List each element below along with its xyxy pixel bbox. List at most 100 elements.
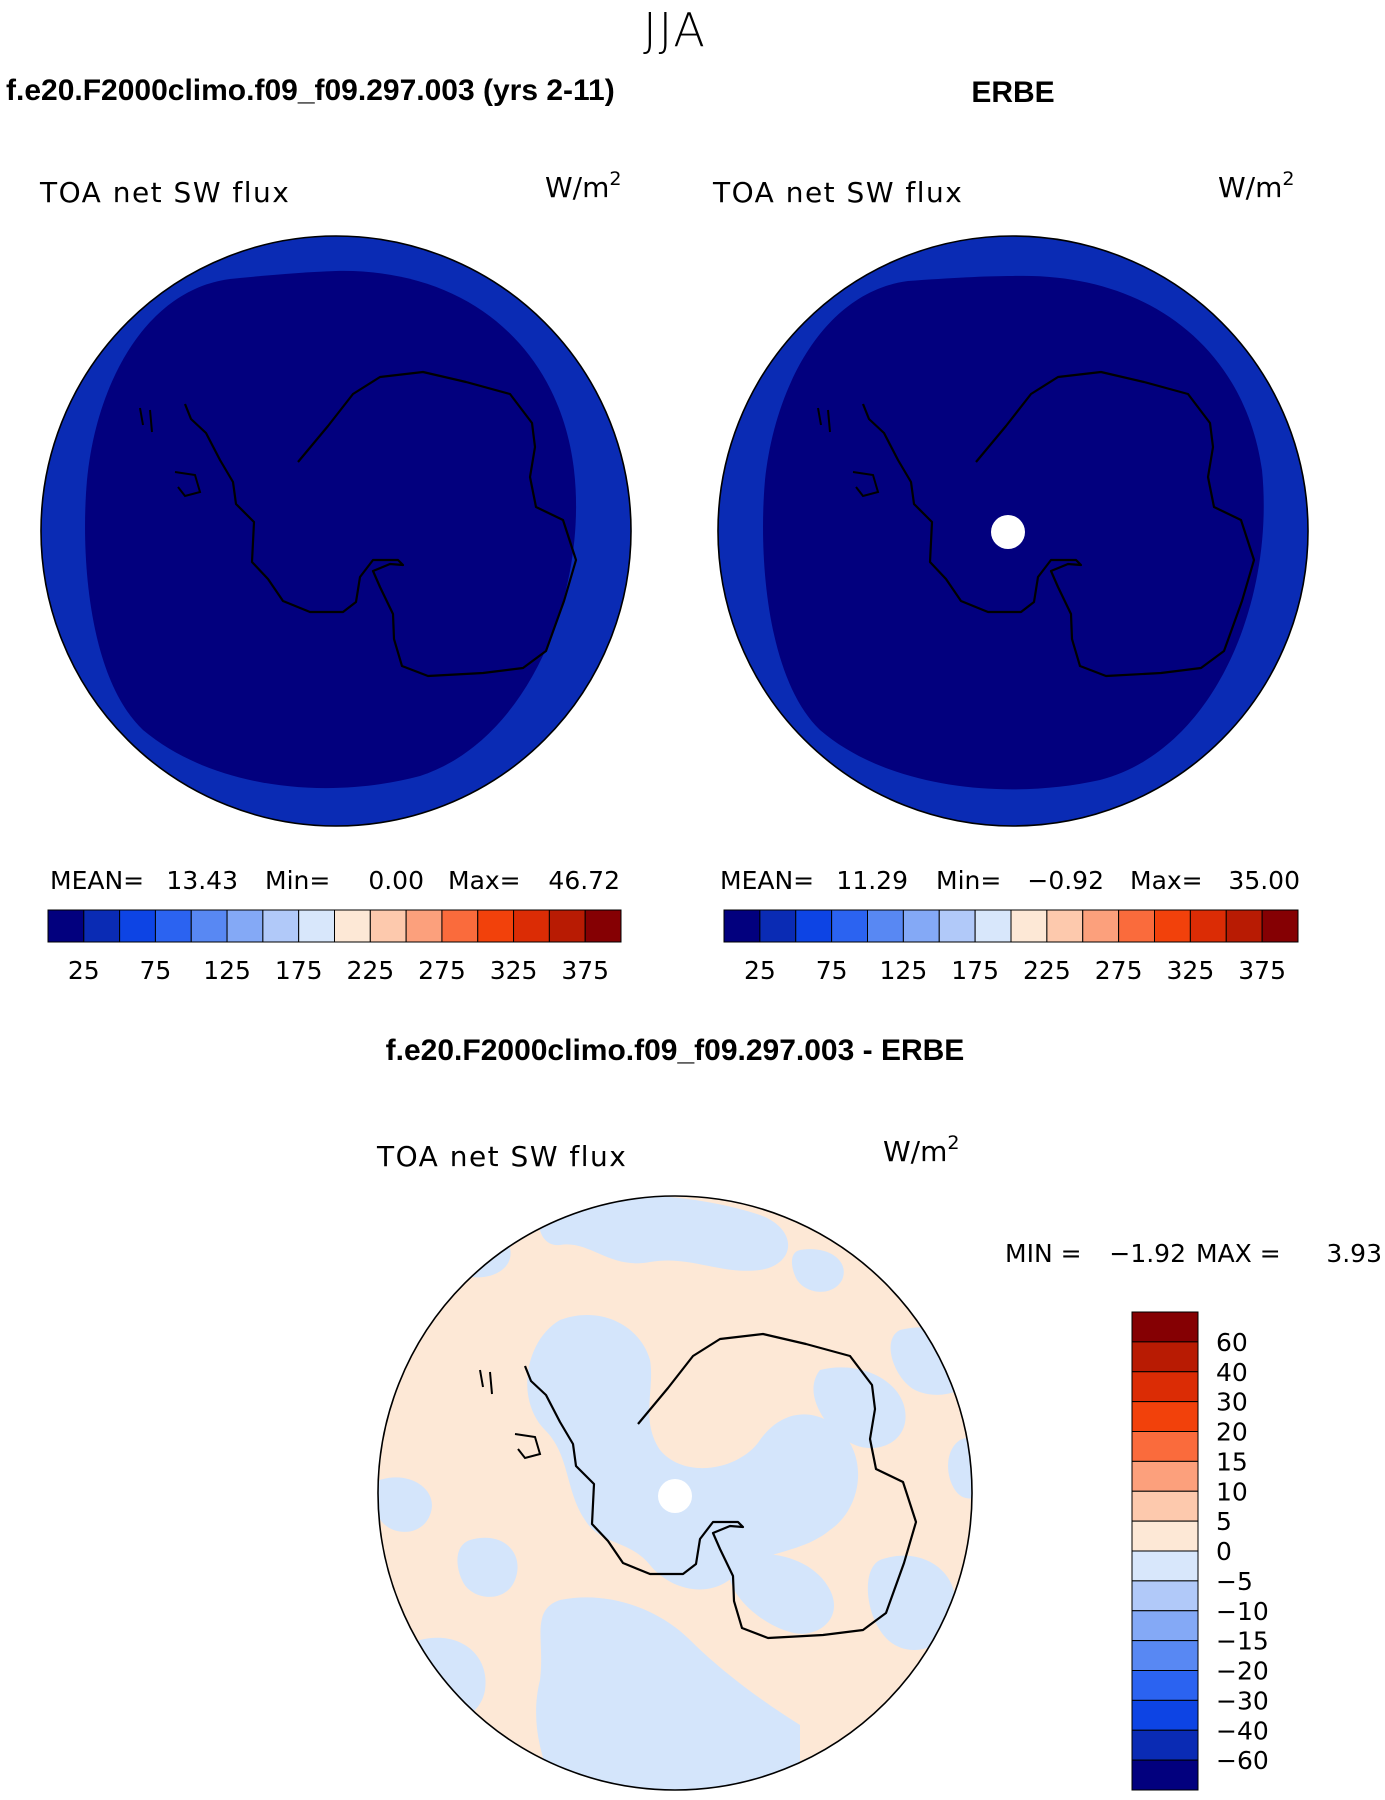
colorbar-label: 30 bbox=[1216, 1388, 1248, 1417]
colorbar-swatch bbox=[1131, 1640, 1199, 1671]
panel-diff-header: f.e20.F2000climo.f09_f09.297.003 - ERBE bbox=[386, 1034, 965, 1067]
max-label: Max= bbox=[1130, 866, 1203, 895]
units-label: W/m2 bbox=[883, 1132, 960, 1168]
mean-label: MEAN= bbox=[720, 866, 814, 895]
colorbar-label: −10 bbox=[1216, 1597, 1269, 1626]
colorbar-label: 25 bbox=[744, 956, 776, 985]
peninsula-islands bbox=[817, 407, 880, 498]
map-obs: TOA net SW flux W/m2 MEAN= 11.29 Min= −0… bbox=[712, 168, 1309, 985]
colorbar-label: 175 bbox=[951, 956, 999, 985]
mean-value: 11.29 bbox=[836, 866, 908, 895]
colorbar-swatch bbox=[831, 909, 868, 943]
coastline bbox=[817, 370, 1256, 678]
max-value: 35.00 bbox=[1228, 866, 1300, 895]
colorbar-swatch bbox=[226, 909, 264, 943]
variable-label: TOA net SW flux bbox=[376, 1140, 627, 1173]
colorbar-label: −5 bbox=[1216, 1567, 1253, 1596]
colorbar-swatch bbox=[1131, 1729, 1199, 1761]
variable-label: TOA net SW flux bbox=[39, 176, 290, 209]
missing-pole bbox=[658, 1479, 692, 1513]
min-label: Min= bbox=[265, 866, 330, 895]
panel-model-header: f.e20.F2000climo.f09_f09.297.003 (yrs 2-… bbox=[6, 74, 615, 107]
colorbar-swatch bbox=[1131, 1401, 1199, 1432]
colorbar-label: 375 bbox=[1238, 956, 1286, 985]
colorbar-swatch bbox=[1082, 909, 1120, 943]
colorbar-swatch bbox=[1131, 1699, 1199, 1731]
colorbar-swatch bbox=[1131, 1311, 1199, 1343]
colorbar-label: 225 bbox=[1023, 956, 1071, 985]
colorbar-swatch bbox=[1131, 1431, 1199, 1462]
colorbar-swatch bbox=[47, 909, 85, 943]
colorbar-label: 0 bbox=[1216, 1537, 1232, 1566]
colorbar-swatch bbox=[974, 909, 1012, 943]
colorbar-swatch bbox=[723, 909, 761, 943]
colorbar-swatch bbox=[262, 909, 300, 943]
colorbar-swatch bbox=[190, 909, 228, 943]
colorbar-swatch bbox=[1046, 909, 1084, 943]
units-label: W/m2 bbox=[1218, 168, 1295, 204]
colorbar-swatch bbox=[1225, 909, 1263, 943]
colorbar-label: 125 bbox=[203, 956, 251, 985]
colorbar-swatch bbox=[1131, 1759, 1199, 1791]
peninsula-islands bbox=[479, 1369, 542, 1460]
map-outline bbox=[40, 235, 632, 827]
min-value: 0.00 bbox=[368, 866, 424, 895]
colorbar-swatch bbox=[1131, 1460, 1199, 1492]
map-outline bbox=[377, 1195, 973, 1791]
min-value: −1.92 bbox=[1109, 1239, 1186, 1268]
colorbar-label: 275 bbox=[1095, 956, 1143, 985]
colorbar-label: 375 bbox=[561, 956, 609, 985]
colorbar-label: 325 bbox=[1167, 956, 1215, 985]
colorbar-swatch bbox=[584, 909, 622, 943]
colorbar-label: 40 bbox=[1216, 1358, 1248, 1387]
colorbar-label: 15 bbox=[1216, 1447, 1248, 1476]
colorbar-swatch bbox=[119, 909, 156, 943]
max-label: MAX = bbox=[1196, 1239, 1281, 1268]
colorbar-label: 20 bbox=[1216, 1418, 1248, 1447]
peninsula-islands bbox=[139, 407, 202, 498]
min-label: MIN = bbox=[1005, 1239, 1082, 1268]
colorbar-label: 325 bbox=[490, 956, 538, 985]
colorbar-swatch bbox=[1261, 909, 1299, 943]
colorbar-label: 75 bbox=[816, 956, 848, 985]
colorbar-swatch bbox=[1131, 1580, 1199, 1612]
max-value: 46.72 bbox=[548, 866, 620, 895]
colorbar-swatch bbox=[1010, 909, 1048, 943]
colorbar-swatch bbox=[1118, 909, 1155, 943]
colorbar-label: 125 bbox=[880, 956, 928, 985]
map-diff: TOA net SW flux W/m2 MIN = bbox=[376, 1132, 1382, 1791]
colorbar-label: −15 bbox=[1216, 1627, 1269, 1656]
colorbar-swatch bbox=[1154, 909, 1191, 943]
colorbar-swatch bbox=[513, 909, 550, 943]
colorbar-swatch bbox=[759, 909, 797, 943]
colorbar-swatch bbox=[405, 909, 443, 943]
colorbar-swatch bbox=[1131, 1550, 1199, 1582]
colorbar-swatch bbox=[795, 909, 833, 943]
colorbar-label: −30 bbox=[1216, 1686, 1269, 1715]
colorbar-swatch bbox=[1131, 1520, 1199, 1552]
min-value: −0.92 bbox=[1027, 866, 1104, 895]
coastline bbox=[139, 370, 578, 678]
colorbar-label: −60 bbox=[1216, 1746, 1269, 1775]
colorbar-swatch bbox=[369, 909, 407, 943]
colorbar-swatch bbox=[867, 909, 904, 943]
colorbar-swatch bbox=[334, 909, 371, 943]
colorbar-label: 60 bbox=[1216, 1328, 1248, 1357]
missing-pole bbox=[991, 515, 1025, 549]
colorbar-label: 25 bbox=[68, 956, 100, 985]
colorbar-swatch bbox=[1131, 1490, 1199, 1522]
colorbar-label: −20 bbox=[1216, 1657, 1269, 1686]
colorbar-label: 10 bbox=[1216, 1477, 1248, 1506]
colorbar-swatch bbox=[477, 909, 515, 943]
abs-colorbar-left: 25 75 125 175 225 275 325 375 bbox=[47, 909, 622, 985]
colorbar-label: 75 bbox=[140, 956, 172, 985]
colorbar-label: 175 bbox=[275, 956, 323, 985]
colorbar-swatch bbox=[1189, 909, 1227, 943]
colorbar-swatch bbox=[154, 909, 192, 943]
colorbar-swatch bbox=[441, 909, 479, 943]
stats-line: MEAN= 13.43 Min= 0.00 Max= 46.72 bbox=[50, 866, 620, 895]
colorbar-label: 275 bbox=[418, 956, 466, 985]
abs-colorbar-right: 25 75 125 175 225 275 325 375 bbox=[723, 909, 1299, 985]
colorbar-label: 225 bbox=[346, 956, 394, 985]
